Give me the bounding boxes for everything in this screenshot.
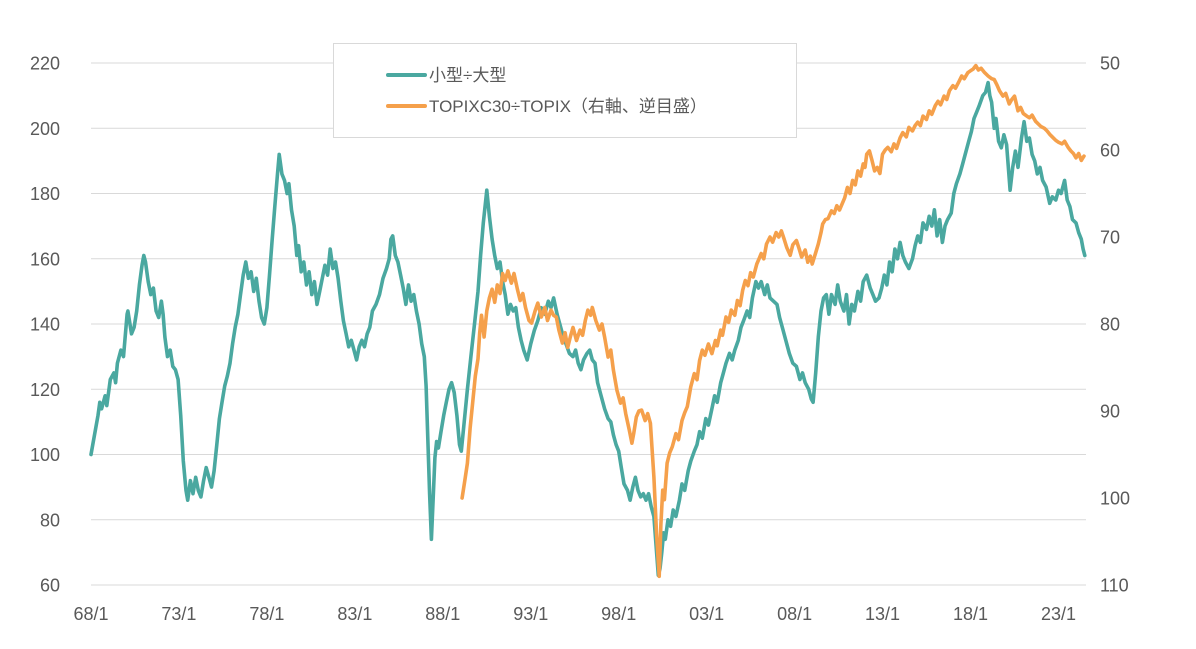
left-axis-tick-label: 140 — [30, 315, 60, 335]
x-axis-tick-label: 03/1 — [689, 604, 724, 624]
left-axis-tick-label: 160 — [30, 249, 60, 269]
right-axis-tick-label: 80 — [1100, 315, 1120, 335]
left-axis-tick-label: 120 — [30, 380, 60, 400]
left-axis-tick-label: 180 — [30, 184, 60, 204]
legend-label-small-vs-large: 小型÷大型 — [429, 65, 507, 85]
series-line-small-vs-large — [89, 80, 1087, 578]
x-axis-tick-label: 98/1 — [601, 604, 636, 624]
orange-line-swatch-icon — [386, 103, 427, 109]
x-axis-tick-label: 18/1 — [953, 604, 988, 624]
left-axis-tick-label: 200 — [30, 119, 60, 139]
x-axis-tick-label: 83/1 — [337, 604, 372, 624]
x-axis-tick-label: 13/1 — [865, 604, 900, 624]
right-axis-tick-label: 60 — [1100, 141, 1120, 161]
x-axis-tick-label: 73/1 — [161, 604, 196, 624]
right-axis-tick-label: 110 — [1100, 576, 1129, 596]
left-axis-tick-label: 60 — [40, 576, 60, 596]
x-axis-tick-label: 23/1 — [1041, 604, 1076, 624]
legend-item-topixc30-vs-topix: TOPIXC30÷TOPIX（右軸、逆目盛） — [386, 98, 796, 115]
left-axis-tick-label: 100 — [30, 445, 60, 465]
right-axis-tick-label: 50 — [1100, 54, 1120, 74]
legend-item-small-vs-large: 小型÷大型 — [386, 67, 796, 84]
left-axis-tick-label: 80 — [40, 510, 60, 530]
right-axis-tick-label: 90 — [1100, 402, 1120, 422]
legend-label-topixc30-vs-topix: TOPIXC30÷TOPIX（右軸、逆目盛） — [429, 96, 707, 116]
right-axis-tick-label: 100 — [1100, 489, 1130, 509]
x-axis-tick-label: 68/1 — [73, 604, 108, 624]
x-axis-tick-label: 88/1 — [425, 604, 460, 624]
teal-line-swatch-icon — [386, 72, 427, 78]
x-axis-tick-label: 08/1 — [777, 604, 812, 624]
right-axis-tick-label: 70 — [1100, 228, 1120, 248]
legend: 小型÷大型 TOPIXC30÷TOPIX（右軸、逆目盛） — [333, 43, 797, 138]
x-axis-tick-label: 78/1 — [249, 604, 284, 624]
left-axis-tick-label: 220 — [30, 54, 60, 74]
x-axis-tick-label: 93/1 — [513, 604, 548, 624]
series-line-topixc30-vs-topix — [460, 63, 1086, 579]
